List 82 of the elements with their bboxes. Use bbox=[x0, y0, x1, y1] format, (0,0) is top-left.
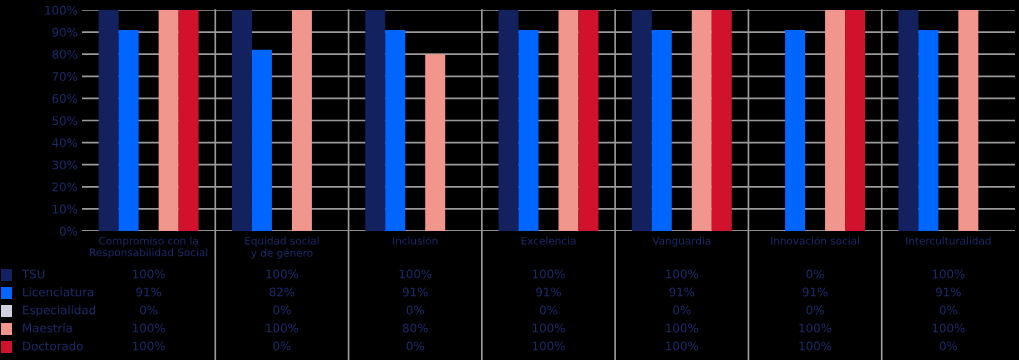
data-label: 91% bbox=[802, 287, 828, 297]
data-label: 100% bbox=[932, 323, 965, 333]
data-label: 100% bbox=[266, 269, 299, 279]
data-label: 91% bbox=[669, 287, 695, 297]
data-label: 100% bbox=[532, 269, 565, 279]
data-label: 82% bbox=[269, 287, 295, 297]
data-label: 100% bbox=[133, 341, 165, 351]
data-label: 100% bbox=[133, 323, 165, 333]
bar bbox=[98, 10, 119, 231]
data-label: 100% bbox=[266, 323, 299, 333]
bar bbox=[898, 10, 919, 231]
legend-label: Doctorado bbox=[23, 341, 83, 351]
y-tick-label: 20% bbox=[52, 182, 78, 192]
data-label: 0% bbox=[140, 305, 158, 315]
bar bbox=[845, 10, 866, 231]
bar bbox=[711, 10, 732, 231]
data-label: 100% bbox=[532, 341, 565, 351]
data-label: 100% bbox=[666, 323, 699, 333]
data-label: 0% bbox=[539, 305, 558, 315]
x-tick-label: Interculturalidad bbox=[906, 236, 991, 245]
bar bbox=[251, 49, 272, 231]
legend-label: Licenciatura bbox=[23, 287, 94, 297]
y-tick-label: 50% bbox=[52, 116, 78, 126]
data-label: 100% bbox=[799, 323, 832, 333]
data-label: 0% bbox=[273, 305, 291, 315]
x-tick-label: Vanguardia bbox=[652, 236, 711, 247]
bar bbox=[498, 10, 519, 231]
data-label: 0% bbox=[673, 305, 691, 315]
data-label: 100% bbox=[666, 269, 699, 279]
y-tick-label: 60% bbox=[52, 94, 78, 104]
bar bbox=[651, 29, 672, 231]
y-tick-label: 90% bbox=[52, 27, 78, 37]
bar bbox=[385, 29, 406, 231]
data-label: 100% bbox=[532, 323, 565, 333]
bar bbox=[631, 10, 652, 231]
y-tick-label: 30% bbox=[52, 160, 78, 170]
bar bbox=[558, 10, 579, 231]
data-label: 0% bbox=[406, 341, 424, 351]
bar bbox=[178, 10, 199, 231]
data-label: 91% bbox=[136, 287, 162, 297]
bar bbox=[231, 10, 252, 231]
x-tick-label: Inclusión bbox=[393, 236, 438, 245]
data-label: 100% bbox=[399, 269, 432, 279]
x-tick-label: Equidad social y de género bbox=[245, 236, 319, 259]
bar bbox=[785, 29, 806, 231]
x-tick-label: Excelencia bbox=[521, 236, 576, 245]
x-tick-label: Innovación social bbox=[771, 236, 859, 245]
data-label: 80% bbox=[402, 323, 428, 333]
data-label: 91% bbox=[935, 287, 961, 297]
data-label: 100% bbox=[133, 269, 165, 279]
data-label: 100% bbox=[799, 341, 832, 351]
data-label: 91% bbox=[536, 287, 561, 297]
data-label: 91% bbox=[402, 287, 428, 297]
bar bbox=[691, 10, 712, 231]
legend-label: TSU bbox=[21, 269, 45, 279]
data-label: 0% bbox=[406, 305, 424, 315]
data-label: 0% bbox=[273, 341, 291, 351]
legend-label: Maestría bbox=[23, 322, 72, 333]
bar bbox=[518, 29, 539, 231]
x-tick-label: Compromiso con la Responsabilidad Social bbox=[90, 236, 208, 259]
y-tick-label: 10% bbox=[52, 204, 78, 214]
y-tick-label: 100% bbox=[45, 5, 78, 15]
bar bbox=[365, 10, 386, 231]
bar bbox=[918, 29, 939, 231]
data-label: 0% bbox=[939, 341, 958, 351]
y-tick-label: 0% bbox=[59, 226, 78, 236]
bar bbox=[958, 10, 979, 231]
data-label: 100% bbox=[932, 269, 965, 279]
bar bbox=[118, 29, 139, 231]
data-label: 0% bbox=[806, 269, 824, 279]
data-label: 100% bbox=[666, 341, 699, 351]
y-tick-label: 70% bbox=[52, 72, 78, 81]
y-tick-label: 80% bbox=[52, 49, 78, 59]
legend-label: Especialidad bbox=[23, 305, 96, 317]
bar bbox=[425, 54, 446, 231]
y-tick-label: 40% bbox=[52, 138, 78, 148]
data-label: 0% bbox=[939, 305, 958, 315]
bar bbox=[158, 10, 179, 231]
bar bbox=[578, 10, 599, 231]
bar bbox=[291, 10, 312, 231]
bar bbox=[825, 10, 846, 231]
data-label: 0% bbox=[806, 305, 824, 315]
